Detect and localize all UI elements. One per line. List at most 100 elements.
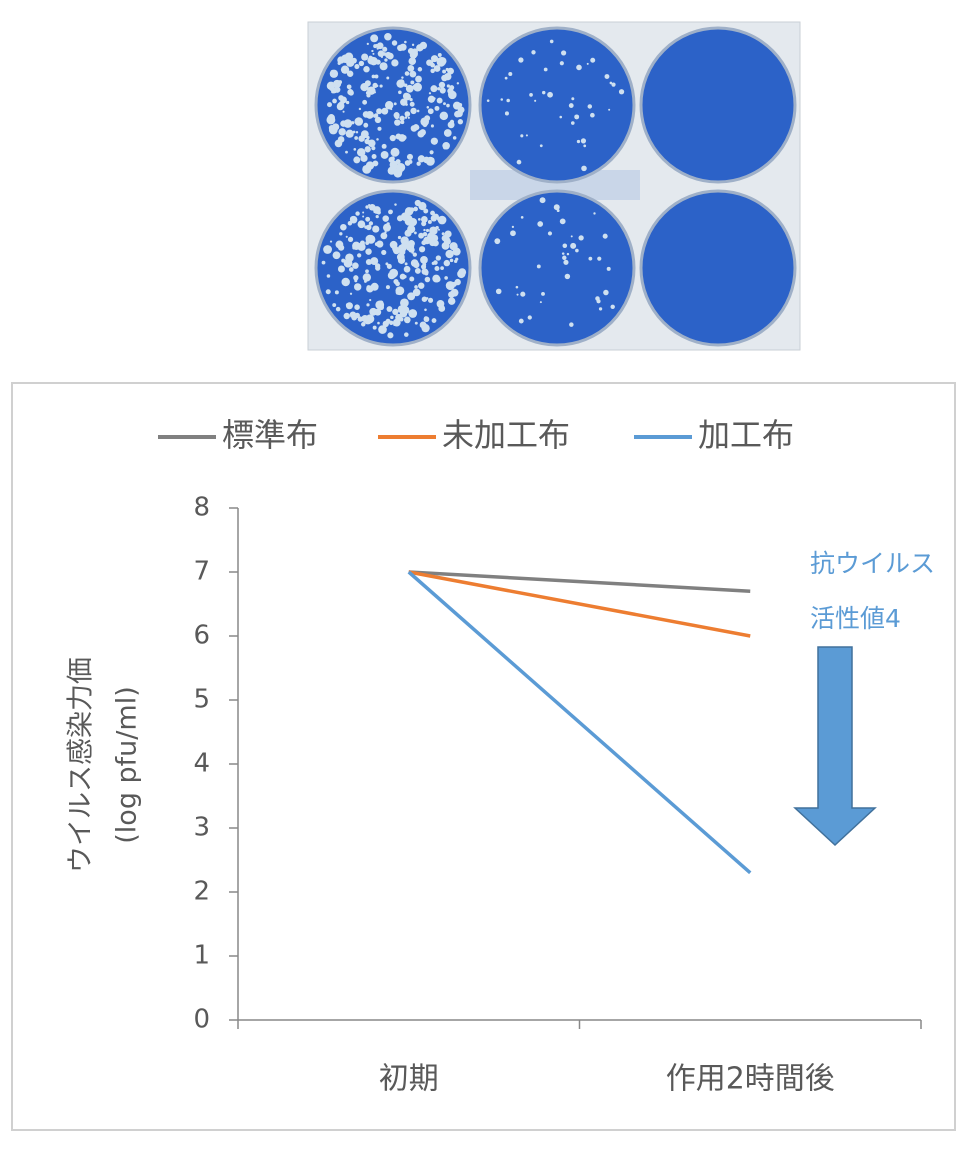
plaque [449,119,455,125]
plaque [421,221,427,227]
plaque [539,197,546,204]
plaque [366,139,370,143]
plaque [593,212,596,215]
plaque [444,72,452,81]
wells [314,26,797,347]
plaque [327,102,332,108]
plaque [590,57,596,63]
plaque [372,325,377,330]
plaque [369,298,372,302]
plaque [393,247,400,255]
plaque [416,161,421,166]
plaque [398,90,402,95]
plaque [455,257,459,261]
plaque [504,111,509,116]
plaque [357,316,364,322]
plaque [343,312,350,320]
plaque [341,258,346,263]
plaque [570,242,577,249]
plaque [357,253,362,258]
plaque [384,33,392,41]
plaque [409,276,415,282]
plaque [604,74,610,79]
plaque [580,138,587,144]
plaque [576,139,581,144]
plaque [583,144,587,148]
plaque [419,41,428,50]
plaque [370,257,379,266]
plaque [356,148,366,157]
plaque [409,208,413,211]
plaque [337,244,345,251]
x-tick-label: 作用2時間後 [666,1062,835,1097]
plaque [387,271,396,280]
plaque [396,79,405,88]
plaque [443,102,446,106]
y-tick-label: 4 [193,749,210,779]
plaque [340,120,347,127]
plaque [338,101,344,107]
plaque [404,71,410,76]
plaque [340,65,350,74]
plaque [418,217,421,221]
plaque [444,230,452,238]
plaque [371,74,376,79]
plaque [399,273,406,280]
plaque [418,282,425,289]
plaque [374,74,379,79]
plaque [437,215,447,225]
plaque [351,314,358,321]
plaque [337,265,345,273]
plaque [575,114,578,117]
plaque [527,315,532,320]
plaque [446,237,450,241]
plaque [407,244,412,249]
plaque [345,100,350,105]
plaque [434,266,440,272]
plaque [404,111,411,117]
plaque [377,50,385,57]
plaque [408,57,417,66]
plaque [386,306,393,312]
plaque [400,120,405,125]
plaque [421,264,427,270]
plaque [372,225,380,233]
plaque [419,129,426,136]
plaque [515,285,519,289]
plaque [390,315,394,320]
well [478,189,636,347]
plaque [430,210,435,216]
well [478,26,636,184]
plaque [598,307,603,311]
plaque [427,116,430,119]
plaque [400,298,409,308]
plaque [329,240,333,243]
plaque [417,155,426,163]
plaque [366,234,376,244]
plaque [339,232,343,236]
plaque [375,59,381,65]
plaque [368,221,374,226]
plaque [397,256,406,264]
plaque [543,67,548,72]
plaque [500,98,504,101]
plaque [358,107,362,111]
well [639,189,797,347]
plaque [386,263,392,269]
plaque [380,232,388,240]
plaque [372,160,379,167]
plaque [411,43,415,47]
plaque [448,90,457,100]
plaque [345,258,348,262]
plaque [406,153,413,160]
plaque [536,264,541,269]
plaque [413,206,418,212]
plaque [432,213,439,220]
y-tick-label: 6 [193,621,210,651]
plaque [553,204,560,211]
plaque [407,294,411,298]
plaque [443,129,452,137]
plaque [561,252,565,255]
plaque [427,95,436,103]
plaque [358,221,364,226]
